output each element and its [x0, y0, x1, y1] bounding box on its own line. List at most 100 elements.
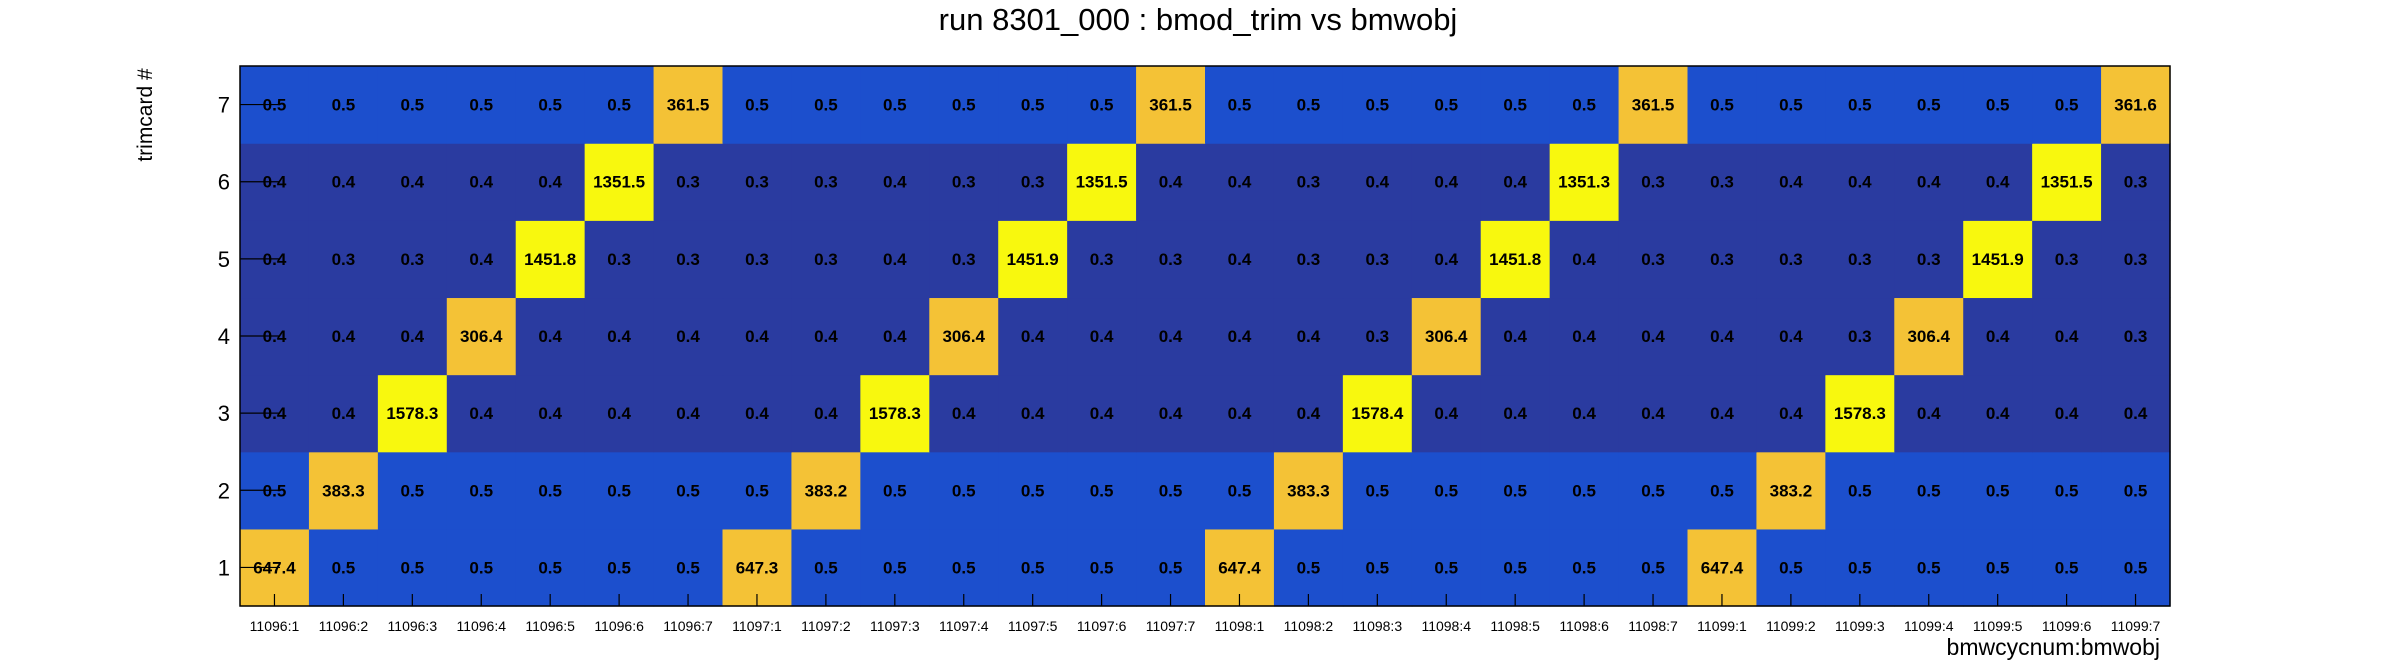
x-tick-label: 11097:2 — [801, 618, 851, 634]
heatmap-cell — [515, 374, 586, 453]
heatmap-cell — [584, 297, 655, 376]
cell-value-label: 0.4 — [1710, 404, 1734, 423]
heatmap-cell — [722, 528, 793, 607]
heatmap-cell — [515, 451, 586, 530]
cell-value-label: 0.3 — [2055, 250, 2079, 269]
heatmap-cell — [1411, 528, 1482, 607]
cell-value-label: 1351.5 — [2041, 173, 2093, 192]
heatmap-cell — [2101, 143, 2171, 221]
heatmap-cell — [1618, 451, 1689, 530]
heatmap-cell — [308, 220, 379, 299]
heatmap-cell — [929, 297, 999, 376]
heatmap-cell — [791, 374, 861, 453]
cell-value-label: 0.3 — [745, 173, 769, 192]
heatmap-cell — [1894, 143, 1964, 221]
cell-value-label: 0.4 — [814, 327, 838, 346]
x-tick-label: 11099:6 — [2042, 618, 2092, 634]
cell-value-label: 0.4 — [538, 327, 562, 346]
cell-value-label: 0.5 — [1503, 96, 1527, 115]
heatmap-cell — [1618, 220, 1689, 299]
cell-value-label: 361.5 — [667, 96, 710, 115]
cell-value-label: 0.5 — [1021, 481, 1045, 500]
heatmap-cell — [1136, 374, 1206, 453]
cell-value-label: 0.3 — [1779, 250, 1803, 269]
x-tick-label: 11099:4 — [1904, 618, 1954, 634]
heatmap-cell — [1136, 143, 1206, 221]
y-tick-label: 1 — [218, 555, 230, 580]
heatmap-cell — [860, 143, 930, 221]
heatmap-cell — [998, 143, 1068, 221]
x-tick-label: 11098:3 — [1353, 618, 1403, 634]
heatmap-cell — [2101, 528, 2171, 607]
cell-value-label: 0.4 — [2124, 404, 2148, 423]
heatmap-cell — [2032, 143, 2102, 221]
heatmap-cell — [1136, 220, 1206, 299]
cell-value-label: 0.5 — [1848, 558, 1872, 577]
heatmap-cell — [791, 66, 861, 144]
heatmap-cell — [860, 220, 930, 299]
x-tick-label: 11096:6 — [594, 618, 644, 634]
heatmap-cell — [998, 374, 1068, 453]
heatmap-cell — [584, 143, 655, 221]
heatmap-cell — [1273, 528, 1344, 607]
heatmap-cell — [1411, 374, 1482, 453]
cell-value-label: 0.5 — [952, 96, 976, 115]
cell-value-label: 0.4 — [1503, 173, 1527, 192]
cell-value-label: 0.5 — [1297, 558, 1321, 577]
heatmap-cell — [1411, 66, 1482, 144]
cell-value-label: 0.4 — [1503, 404, 1527, 423]
cell-value-label: 0.4 — [814, 404, 838, 423]
heatmap-cell — [1136, 451, 1206, 530]
cell-value-label: 306.4 — [1425, 327, 1468, 346]
heatmap-cell — [584, 528, 655, 607]
cell-value-label: 0.5 — [401, 481, 425, 500]
heatmap-cell — [1067, 374, 1137, 453]
heatmap-cell — [1825, 143, 1895, 221]
cell-value-label: 0.5 — [1434, 481, 1458, 500]
cell-value-label: 0.5 — [1366, 558, 1390, 577]
heatmap-cell — [377, 451, 448, 530]
heatmap-cell — [1963, 528, 2033, 607]
cell-value-label: 0.4 — [952, 404, 976, 423]
cell-value-label: 0.3 — [1159, 250, 1183, 269]
heatmap-cell — [1963, 374, 2033, 453]
cell-value-label: 0.5 — [1710, 481, 1734, 500]
cell-value-label: 0.4 — [1710, 327, 1734, 346]
heatmap-cell — [1342, 220, 1413, 299]
cell-value-label: 0.5 — [1434, 96, 1458, 115]
heatmap-cell — [1687, 220, 1758, 299]
cell-value-label: 0.5 — [883, 558, 907, 577]
heatmap-cell — [998, 66, 1068, 144]
heatmap-cell — [1273, 66, 1344, 144]
heatmap-cell — [1273, 297, 1344, 376]
heatmap-cell — [2101, 297, 2171, 376]
cell-value-label: 0.3 — [1090, 250, 1114, 269]
cell-value-label: 0.5 — [745, 96, 769, 115]
cell-value-label: 0.5 — [538, 481, 562, 500]
heatmap-cell — [1273, 451, 1344, 530]
heatmap-cell — [1273, 374, 1344, 453]
heatmap-cell — [1963, 451, 2033, 530]
cell-value-label: 0.5 — [2055, 96, 2079, 115]
cell-value-label: 0.5 — [401, 96, 425, 115]
x-tick-label: 11096:3 — [388, 618, 438, 634]
heatmap-cell — [308, 143, 379, 221]
heatmap-cell — [515, 220, 586, 299]
cell-value-label: 0.4 — [332, 327, 356, 346]
cell-value-label: 361.6 — [2114, 96, 2157, 115]
heatmap-cell — [1480, 143, 1551, 221]
cell-value-label: 0.5 — [1986, 96, 2010, 115]
cell-value-label: 383.2 — [805, 481, 848, 500]
cell-value-label: 0.5 — [1503, 481, 1527, 500]
cell-value-label: 0.5 — [1641, 558, 1665, 577]
chart-title: run 8301_000 : bmod_trim vs bmwobj — [938, 2, 1458, 37]
heatmap-cell — [1687, 528, 1758, 607]
cell-value-label: 0.4 — [538, 404, 562, 423]
heatmap-cell — [929, 374, 999, 453]
cell-value-label: 0.5 — [745, 481, 769, 500]
cell-value-label: 0.5 — [401, 558, 425, 577]
cell-value-label: 0.4 — [1366, 173, 1390, 192]
x-tick-label: 11097:4 — [939, 618, 989, 634]
cell-value-label: 0.4 — [607, 327, 631, 346]
x-tick-label: 11096:4 — [456, 618, 506, 634]
